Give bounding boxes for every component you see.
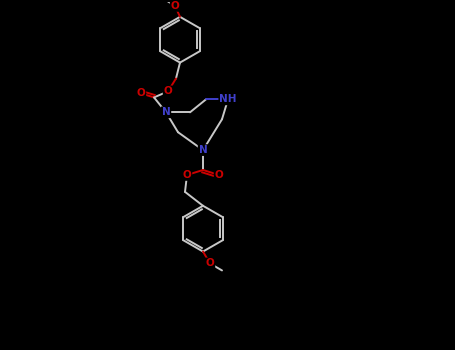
Text: O: O [215,170,223,180]
Text: O: O [164,86,172,97]
Text: O: O [206,259,214,268]
Text: N: N [162,107,170,117]
Text: O: O [136,89,146,98]
Text: O: O [182,170,192,180]
Text: O: O [171,1,179,11]
Text: N: N [199,145,207,155]
Text: NH: NH [219,94,237,104]
